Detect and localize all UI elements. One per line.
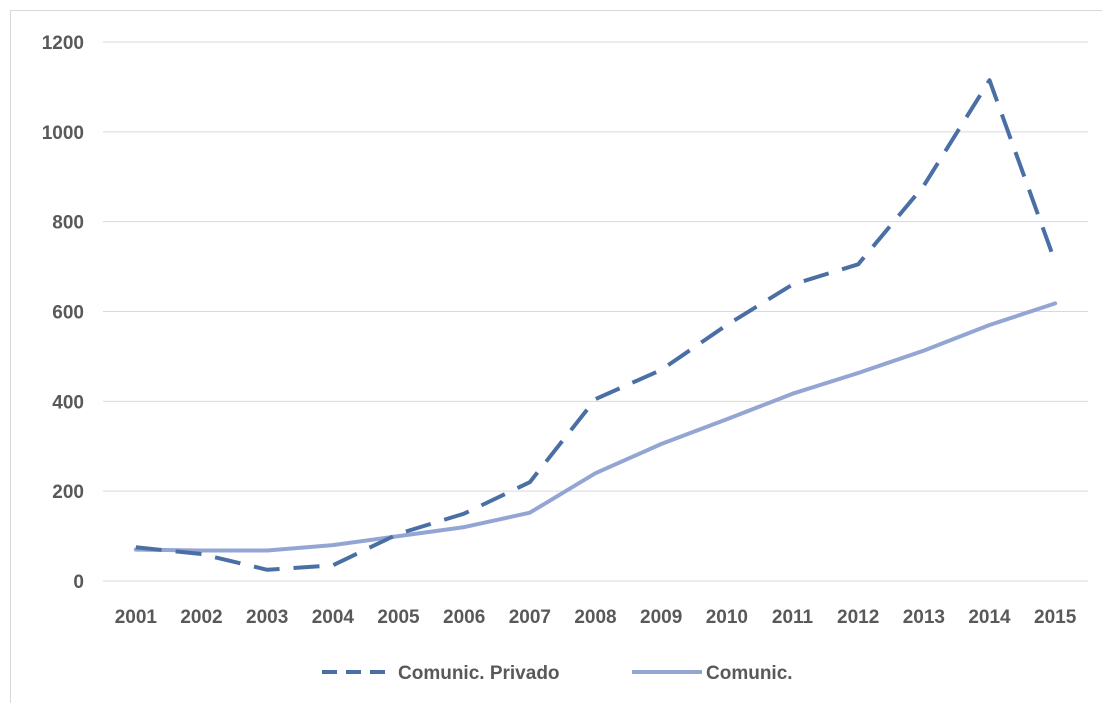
x-tick-label-2005: 2005 <box>377 607 420 628</box>
legend-item-comunic: Comunic. <box>632 663 793 684</box>
x-tick-label-2001: 2001 <box>115 607 158 628</box>
chart-frame <box>10 10 1102 703</box>
series-line-comunic-privado <box>135 78 1058 572</box>
x-tick-label-2009: 2009 <box>640 607 682 628</box>
x-tick-label-2012: 2012 <box>837 607 879 628</box>
y-tick-label-800: 800 <box>52 213 84 234</box>
legend-label-comunic: Comunic. <box>706 663 793 684</box>
x-tick-label-2010: 2010 <box>706 607 748 628</box>
x-tick-label-2013: 2013 <box>903 607 945 628</box>
x-tick-label-2006: 2006 <box>443 607 485 628</box>
series-lines <box>133 78 1058 572</box>
series-line-comunic <box>133 301 1058 553</box>
x-tick-label-2004: 2004 <box>312 607 355 628</box>
x-tick-label-2003: 2003 <box>246 607 288 628</box>
axes: 0 200 400 600 800 1000 1200 2001 2002 2003 2004 200… <box>42 33 1088 628</box>
y-tick-label-1200: 1200 <box>42 33 84 54</box>
y-tick-label-600: 600 <box>52 303 84 324</box>
y-tick-label-400: 400 <box>52 392 84 413</box>
x-tick-label-2002: 2002 <box>180 607 222 628</box>
x-tick-label-2015: 2015 <box>1034 607 1077 628</box>
x-tick-label-2007: 2007 <box>509 607 551 628</box>
x-tick-label-2011: 2011 <box>772 607 814 628</box>
y-tick-label-200: 200 <box>52 482 84 503</box>
legend-item-comunic-privado: Comunic. Privado <box>322 663 560 684</box>
x-tick-label-2008: 2008 <box>574 607 616 628</box>
y-tick-label-1000: 1000 <box>42 123 84 144</box>
gridlines <box>103 41 1088 492</box>
y-tick-label-0: 0 <box>73 572 84 593</box>
legend: Comunic. Privado Comunic. <box>322 663 793 684</box>
legend-label-comunic-privado: Comunic. Privado <box>398 663 560 684</box>
x-tick-label-2014: 2014 <box>968 607 1011 628</box>
